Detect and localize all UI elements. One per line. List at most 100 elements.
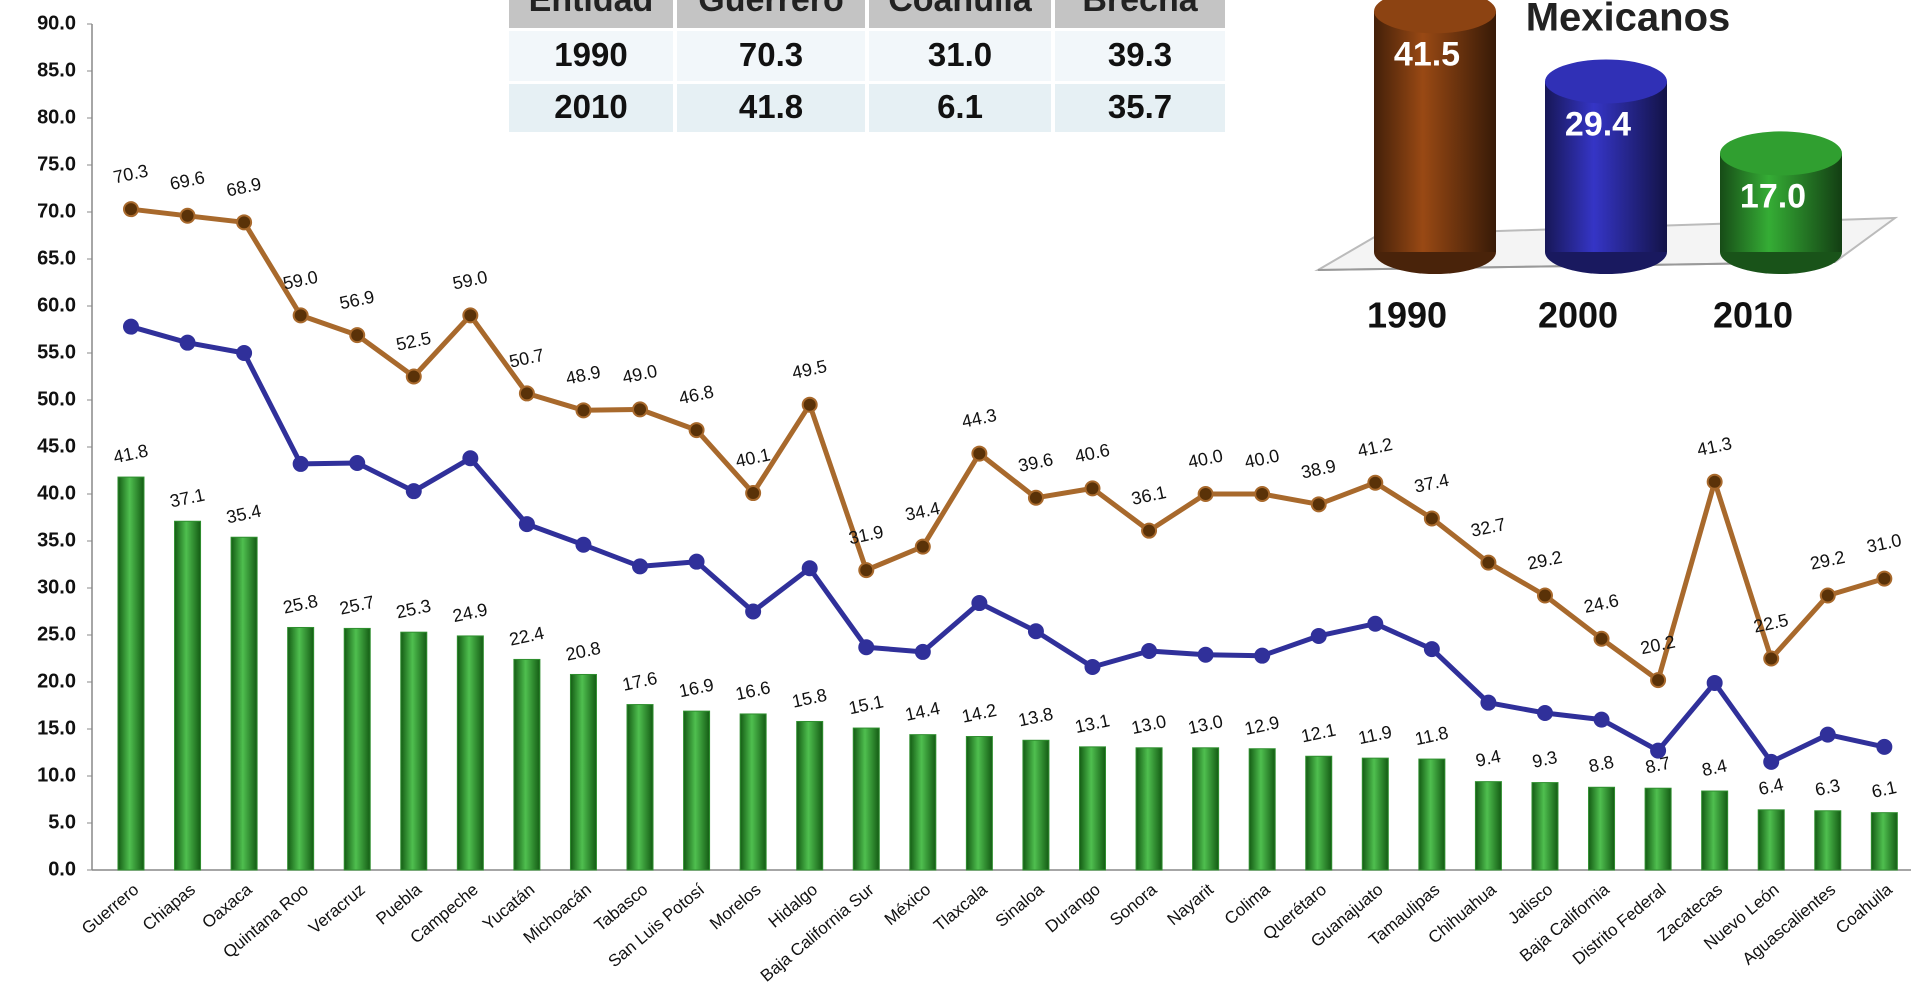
- marker: [1536, 705, 1553, 722]
- marker: [745, 485, 762, 502]
- bar: [1418, 758, 1446, 871]
- x-tick-label: San Luis Potosí: [605, 880, 709, 971]
- data-label: 13.8: [1016, 704, 1054, 731]
- table-header-cell: [869, 0, 1051, 28]
- data-label: 8.8: [1587, 752, 1616, 777]
- marker: [1027, 489, 1044, 506]
- bar: [230, 536, 258, 871]
- bar: [683, 710, 711, 871]
- marker: [971, 595, 988, 612]
- y-tick-label: 10.0: [37, 764, 76, 786]
- table-cell-text: 2010: [554, 88, 627, 125]
- y-tick-label: 90.0: [37, 12, 76, 34]
- data-label: 25.3: [394, 596, 432, 623]
- y-tick-label: 55.0: [37, 341, 76, 363]
- data-label: 12.9: [1243, 712, 1281, 739]
- data-label: 31.0: [1865, 530, 1903, 557]
- table-cell: [677, 31, 865, 81]
- cylinder-body: [1545, 81, 1667, 252]
- data-label: 9.3: [1530, 747, 1559, 772]
- marker: [632, 401, 649, 418]
- x-tick-label: Guerrero: [78, 880, 142, 938]
- bar: [909, 734, 937, 871]
- data-label: 12.1: [1299, 720, 1337, 747]
- marker: [1480, 694, 1497, 711]
- data-label: 49.5: [790, 356, 828, 383]
- marker: [1197, 486, 1214, 502]
- line: [130, 206, 1886, 683]
- marker: [1480, 554, 1497, 571]
- bar: [626, 704, 654, 871]
- y-tick-label: 85.0: [37, 59, 76, 81]
- bar: [1474, 781, 1502, 871]
- data-label: 13.0: [1130, 711, 1168, 738]
- x-tick-label: Jalisco: [1504, 880, 1556, 928]
- x-tick-label: Veracruz: [305, 880, 369, 938]
- marker: [745, 603, 762, 620]
- bar: [1192, 747, 1220, 871]
- y-tick-label: 70.0: [37, 200, 76, 222]
- bar: [1531, 782, 1559, 871]
- data-label: 44.3: [960, 405, 998, 432]
- data-label: 37.1: [168, 485, 206, 512]
- y-tick-label: 30.0: [37, 576, 76, 598]
- marker: [914, 643, 931, 660]
- marker: [1763, 650, 1780, 667]
- bar: [1644, 787, 1672, 871]
- data-label: 56.9: [338, 286, 376, 313]
- x-tick-label: México: [881, 880, 934, 929]
- marker: [1367, 615, 1384, 632]
- marker: [179, 207, 196, 224]
- cylinder-top: [1545, 59, 1667, 104]
- data-label: 13.0: [1186, 711, 1224, 738]
- data-label: 13.1: [1073, 710, 1111, 737]
- marker: [1819, 726, 1836, 743]
- data-label: 37.4: [1412, 470, 1450, 497]
- data-label: 16.6: [734, 677, 772, 704]
- y-tick-label: 20.0: [37, 670, 76, 692]
- bar: [1361, 757, 1389, 871]
- x-tick-label: Morelos: [706, 880, 765, 933]
- bar: [1248, 748, 1276, 871]
- marker: [1310, 496, 1327, 513]
- x-tick-label: Durango: [1042, 880, 1104, 936]
- table-header-cell: [509, 0, 673, 28]
- y-tick-label: 45.0: [37, 435, 76, 457]
- y-tick-label: 60.0: [37, 294, 76, 316]
- marker: [122, 318, 139, 335]
- inset-title: Mexicanos: [1526, 0, 1731, 40]
- table-cell-text: 70.3: [739, 36, 803, 73]
- table-header-cell: [677, 0, 865, 28]
- marker: [575, 402, 592, 419]
- marker: [349, 454, 366, 471]
- table-header: Coahuila: [888, 0, 1033, 19]
- data-label: 41.2: [1356, 434, 1394, 461]
- marker: [462, 450, 479, 467]
- marker: [122, 201, 139, 218]
- y-tick-label: 40.0: [37, 482, 76, 504]
- y-tick-label: 75.0: [37, 153, 76, 175]
- data-label: 29.4: [1565, 105, 1631, 143]
- data-label: 25.7: [338, 592, 376, 619]
- data-label: 24.9: [451, 599, 489, 626]
- marker: [1084, 658, 1101, 675]
- marker: [575, 536, 592, 553]
- data-label: 39.6: [1016, 449, 1054, 476]
- cylinder-top: [1720, 131, 1842, 176]
- cylinder-body: [1374, 11, 1496, 252]
- marker: [1593, 630, 1610, 647]
- data-label: 40.1: [734, 444, 772, 471]
- table-cell-text: 1990: [554, 36, 627, 73]
- data-label: 48.9: [564, 362, 602, 389]
- x-tick-label: Colima: [1221, 880, 1274, 929]
- table-cell: [677, 84, 865, 132]
- marker: [1819, 587, 1836, 604]
- marker: [1593, 711, 1610, 728]
- data-label: 52.5: [394, 328, 432, 355]
- bar: [1701, 790, 1729, 871]
- marker: [1254, 486, 1271, 502]
- x-tick-label: Coahuila: [1832, 880, 1896, 938]
- y-tick-label: 65.0: [37, 247, 76, 269]
- x-tick-label: 2000: [1538, 295, 1618, 336]
